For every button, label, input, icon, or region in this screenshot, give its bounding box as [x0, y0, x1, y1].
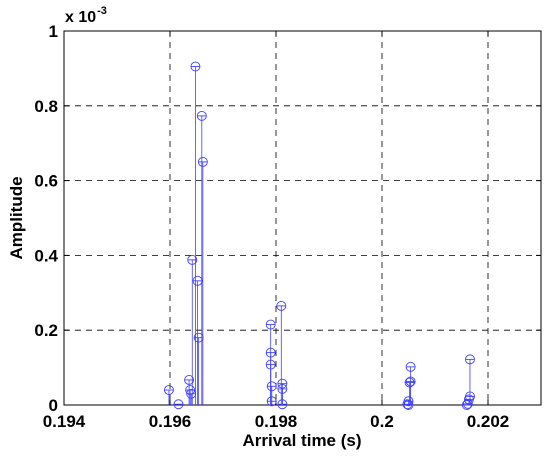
x-tick-label: 0.198 [255, 412, 298, 431]
stem-point [277, 383, 288, 405]
axis-ticks: 0.194 0.196 0.198 0.2 0.202 0 0.2 0.4 0.6 0.8 1 [34, 22, 541, 431]
y-tick-label: 0.4 [34, 246, 58, 265]
stem-point [192, 275, 203, 405]
y-tick-label: 0.6 [34, 172, 58, 191]
stem-point [187, 254, 198, 405]
plot-area-frame [63, 30, 542, 406]
x-tick-label: 0.2 [370, 412, 394, 431]
stem-series [163, 61, 475, 410]
stem-point [197, 156, 208, 405]
y-tick-label: 0.2 [34, 321, 58, 340]
stem-point [173, 399, 184, 410]
x-tick-label: 0.196 [149, 412, 192, 431]
stem-point [403, 400, 414, 410]
stem-point [405, 361, 416, 405]
stem-point [266, 381, 277, 405]
y-axis-label: Amplitude [7, 176, 26, 259]
x-axis-label: Arrival time (s) [242, 431, 361, 450]
stem-point [465, 354, 475, 405]
x-tick-label: 0.194 [43, 412, 86, 431]
stem-point [163, 385, 174, 405]
y-tick-label: 0.8 [34, 97, 58, 116]
grid [64, 31, 541, 405]
y-scale-factor-exponent: -3 [97, 5, 107, 17]
y-scale-factor: x 10-3 [65, 5, 107, 26]
y-tick-label: 1 [49, 22, 58, 41]
y-tick-label: 0 [49, 396, 58, 415]
x-tick-label: 0.202 [467, 412, 510, 431]
stem-point [266, 396, 277, 407]
stem-point [196, 110, 207, 405]
y-scale-factor-base: x 10 [65, 9, 96, 26]
stem-point [277, 399, 288, 410]
stem-point [265, 359, 276, 405]
stem-point [190, 61, 201, 405]
